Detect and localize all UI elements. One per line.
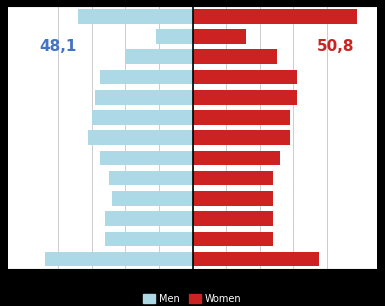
Bar — [100, 151, 192, 165]
Bar — [192, 191, 273, 206]
Bar — [192, 211, 273, 226]
Bar — [45, 252, 192, 267]
Bar — [92, 110, 192, 125]
Bar — [105, 211, 192, 226]
Bar — [192, 29, 246, 44]
Bar — [192, 9, 357, 24]
Bar — [112, 191, 192, 206]
Bar — [192, 70, 297, 84]
Bar — [125, 50, 192, 64]
Bar — [105, 232, 192, 246]
Bar — [192, 130, 290, 145]
Bar — [78, 9, 192, 24]
Bar — [192, 90, 297, 105]
Bar — [192, 252, 318, 267]
Bar — [88, 130, 192, 145]
Bar — [192, 171, 273, 185]
Bar — [192, 151, 280, 165]
Legend: Men, Women: Men, Women — [139, 290, 246, 306]
Bar — [192, 110, 290, 125]
Text: 50,8: 50,8 — [316, 39, 354, 54]
Bar — [192, 50, 276, 64]
Bar — [100, 70, 192, 84]
Bar — [192, 232, 273, 246]
Bar — [95, 90, 192, 105]
Bar — [109, 171, 192, 185]
Bar — [156, 29, 192, 44]
Text: 48,1: 48,1 — [39, 39, 77, 54]
